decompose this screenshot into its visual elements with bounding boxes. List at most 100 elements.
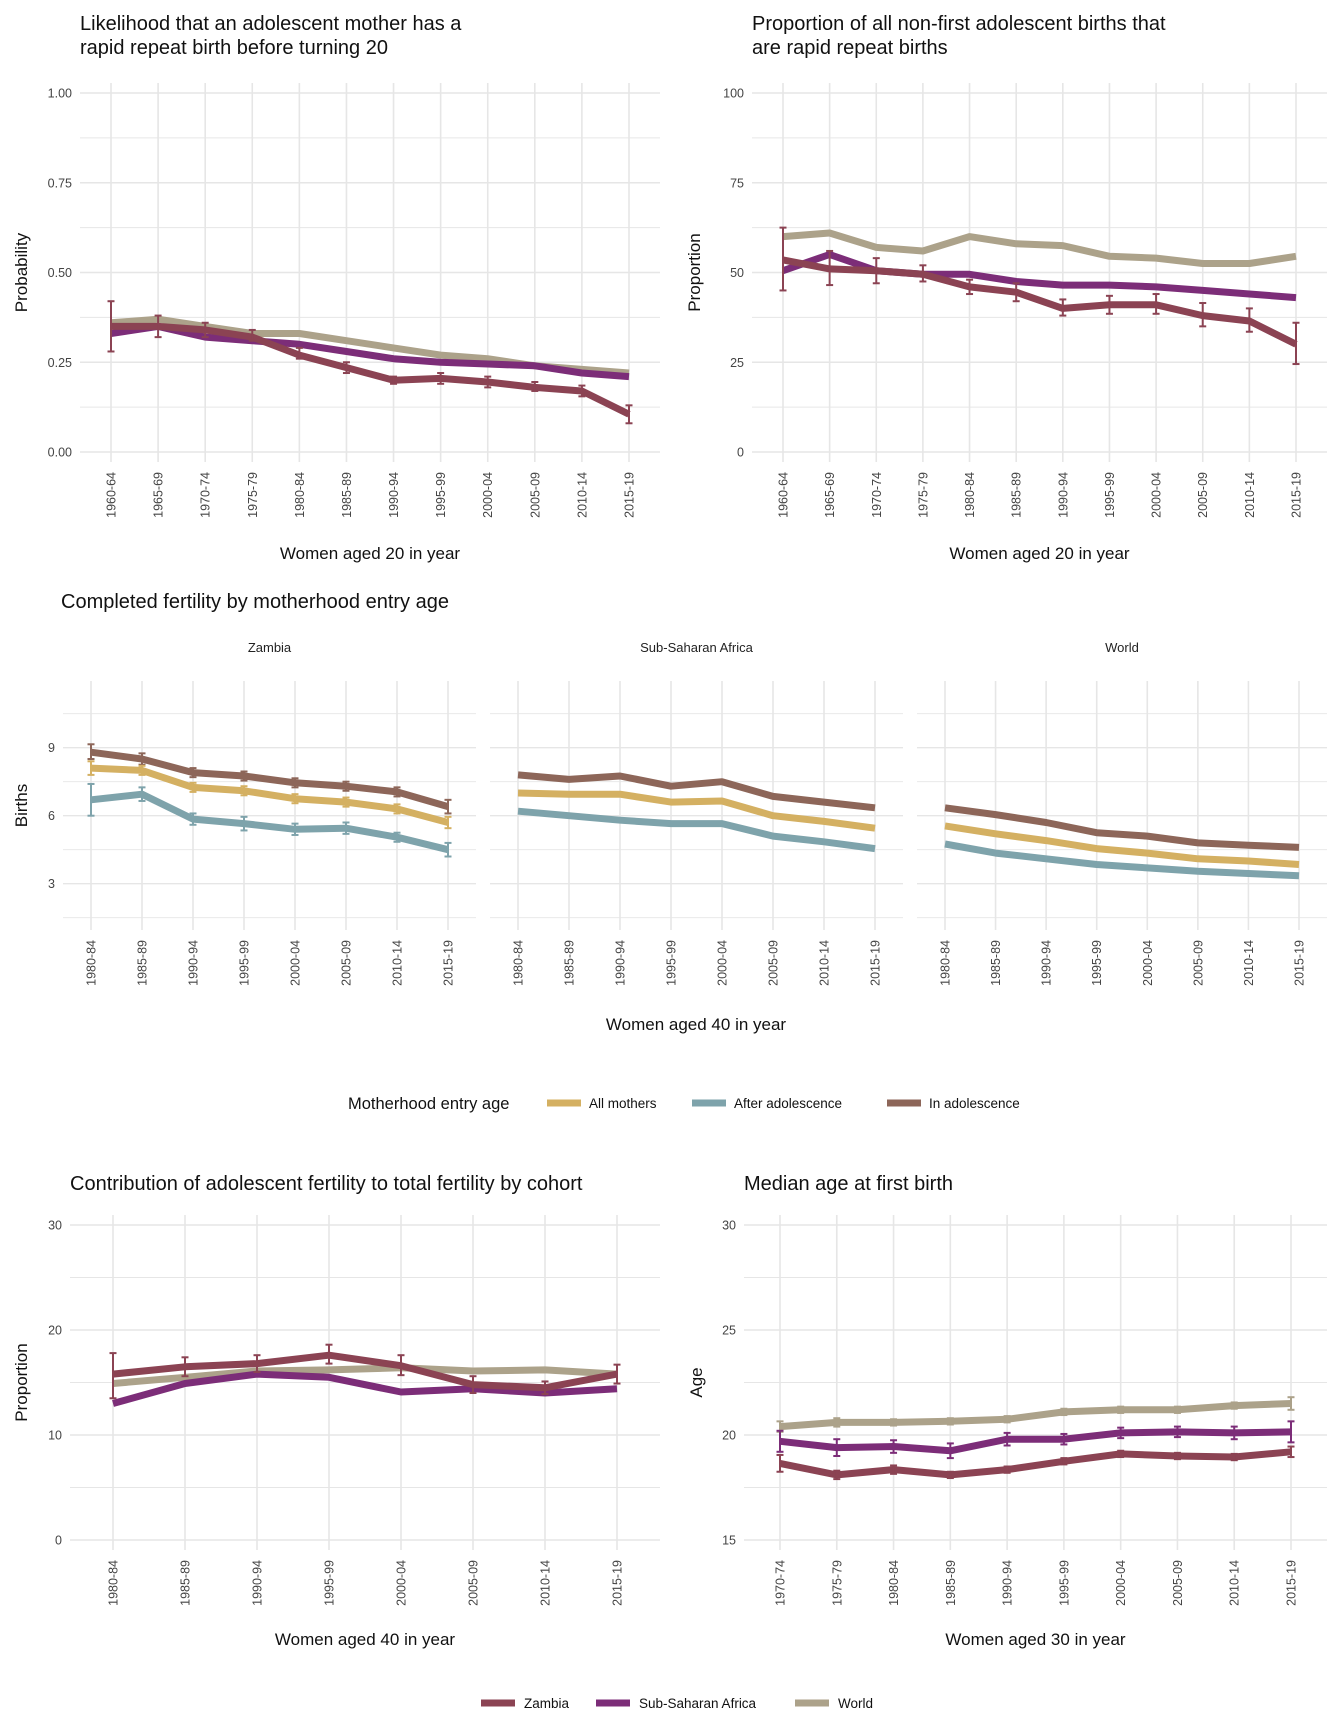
x-tick-label: 1975-79: [916, 472, 930, 518]
x-tick-label: 2015-19: [623, 472, 637, 518]
y-axis-label: Age: [687, 1367, 706, 1397]
x-tick-label: 1995-99: [1090, 940, 1104, 986]
x-tick-label: 1985-89: [563, 940, 577, 986]
y-axis-label: Proportion: [12, 1343, 31, 1421]
y-axis-label: Probability: [12, 232, 31, 312]
x-tick-label: 1985-89: [340, 472, 354, 518]
legend-title: Motherhood entry age: [348, 1095, 509, 1113]
y-tick-label: 0.75: [48, 176, 72, 190]
y-tick-label: 10: [48, 1429, 62, 1443]
x-tick-label: 1970-74: [199, 472, 213, 518]
x-tick-label: 1985-89: [179, 1560, 193, 1606]
facet-world: 1980-84 1985-89 1990-94 1995-99 2000-04 2005-…: [917, 640, 1327, 986]
legend-label-after-adolescence: After adolescence: [734, 1096, 842, 1111]
x-tick-label: 1995-99: [323, 1560, 337, 1606]
legend-region: Zambia Sub-Saharan Africa World: [481, 1696, 873, 1711]
x-tick-label: 2015-19: [1290, 472, 1304, 518]
x-tick-label: 1990-94: [614, 940, 628, 986]
series-line-after-adolescence: [944, 840, 1300, 880]
x-tick-label: 1990-94: [1056, 472, 1070, 518]
series-line-world: [779, 1400, 1292, 1431]
x-tick-label: 2005-09: [1171, 1560, 1185, 1606]
x-tick-label: 1985-89: [989, 940, 1003, 986]
y-tick-label: 50: [730, 266, 744, 280]
y-axis-label: Births: [12, 784, 31, 827]
series-line-sub-saharan-africa: [779, 1428, 1292, 1455]
facet-sub-saharan-africa: 1980-84 1985-89 1990-94 1995-99 2000-04 2005-…: [490, 640, 903, 986]
x-tick-label: 2015-19: [869, 940, 883, 986]
x-tick-label: 1960-64: [777, 472, 791, 518]
facet-label: Sub-Saharan Africa: [640, 640, 754, 655]
chart-title: Median age at first birth: [744, 1173, 953, 1195]
x-axis-label: Women aged 20 in year: [949, 544, 1130, 563]
x-tick-label: 1995-99: [1103, 472, 1117, 518]
x-tick-label: 1990-94: [251, 1560, 265, 1606]
x-tick-label: 2010-14: [1243, 472, 1257, 518]
y-axis-label: Proportion: [685, 233, 704, 311]
x-tick-label: 2015-19: [1285, 1560, 1299, 1606]
series-line-zambia: [112, 1351, 618, 1392]
x-tick-label: 2000-04: [1150, 472, 1164, 518]
x-tick-label: 2005-09: [528, 472, 542, 518]
legend-label-all-mothers: All mothers: [589, 1096, 657, 1111]
x-tick-label: 2015-19: [1293, 940, 1307, 986]
x-tick-label: 1985-89: [1010, 472, 1024, 518]
x-tick-label: 2000-04: [1141, 940, 1155, 986]
series-line-after-adolescence: [517, 807, 876, 853]
x-tick-label: 1960-64: [105, 472, 119, 518]
series-line-after-adolescence: [90, 790, 449, 854]
y-tick-label: 20: [48, 1324, 62, 1338]
y-tick-label: 15: [722, 1534, 736, 1548]
x-axis-label: Women aged 40 in year: [275, 1630, 456, 1649]
x-tick-label: 1995-99: [665, 940, 679, 986]
x-tick-label: 1965-69: [152, 472, 166, 518]
x-tick-label: 1990-94: [1001, 1560, 1015, 1606]
x-tick-label: 2000-04: [481, 472, 495, 518]
y-tick-label: 0.50: [48, 266, 72, 280]
series-line-all-mothers: [944, 822, 1300, 868]
series-line-in-adolescence: [90, 748, 449, 810]
chart-title: rapid repeat birth before turning 20: [80, 37, 388, 59]
x-tick-label: 1980-84: [963, 472, 977, 518]
chart-title: Contribution of adolescent fertility to …: [70, 1173, 583, 1195]
y-tick-label: 0: [55, 1534, 62, 1548]
chart-title: Completed fertility by motherhood entry …: [61, 591, 449, 613]
y-tick-label: 30: [722, 1219, 736, 1233]
x-tick-label: 1990-94: [1040, 940, 1054, 986]
x-tick-label: 2010-14: [1242, 940, 1256, 986]
series-line-zambia: [111, 322, 631, 418]
x-tick-label: 1980-84: [512, 940, 526, 986]
x-tick-label: 2010-14: [818, 940, 832, 986]
series-line-sub-saharan-africa: [112, 1370, 618, 1407]
y-tick-label: 9: [48, 741, 55, 755]
y-tick-label: 6: [48, 809, 55, 823]
legend-label-zambia: Zambia: [524, 1696, 570, 1711]
chart-median-age-first-birth: 15 20 25 30 1970-74 1975-79 1980-84 1985-89 1990…: [687, 1173, 1327, 1649]
series-line-world: [112, 1364, 618, 1387]
chart-title: Likelihood that an adolescent mother has…: [80, 13, 462, 35]
series-line-sub-saharan-africa: [110, 322, 630, 381]
y-tick-label: 0.25: [48, 356, 72, 370]
x-axis-label: Women aged 30 in year: [945, 1630, 1126, 1649]
y-tick-label: 0: [737, 446, 744, 460]
x-tick-label: 2015-19: [442, 940, 456, 986]
x-tick-label: 2000-04: [289, 940, 303, 986]
x-tick-label: 2010-14: [391, 940, 405, 986]
chart-adolescent-contribution: 0 10 20 30 1980-84 1985-89 1990-94 1995-99 2000-…: [12, 1173, 660, 1649]
x-tick-label: 2010-14: [575, 472, 589, 518]
chart-title: Proportion of all non-first adolescent b…: [752, 13, 1166, 35]
series-line-zambia: [782, 256, 1298, 348]
x-tick-label: 1980-84: [293, 472, 307, 518]
x-tick-label: 2005-09: [1196, 472, 1210, 518]
chart-rapid-repeat-likelihood: 0.00 0.25 0.50 0.75 1.00 1960-64 1965-69 1970-7…: [12, 13, 660, 563]
chart-rapid-repeat-proportion: 0 25 50 75 100 1960-64 1965-69 1970-74 1975-79 19…: [685, 13, 1327, 563]
y-tick-label: 25: [730, 356, 744, 370]
series-line-zambia: [779, 1448, 1292, 1479]
y-tick-label: 30: [48, 1219, 62, 1233]
series-line-world: [782, 229, 1297, 267]
y-tick-label: 0.00: [48, 446, 72, 460]
x-tick-label: 1965-69: [823, 472, 837, 518]
x-tick-label: 2010-14: [1228, 1560, 1242, 1606]
facet-label: World: [1105, 640, 1139, 655]
